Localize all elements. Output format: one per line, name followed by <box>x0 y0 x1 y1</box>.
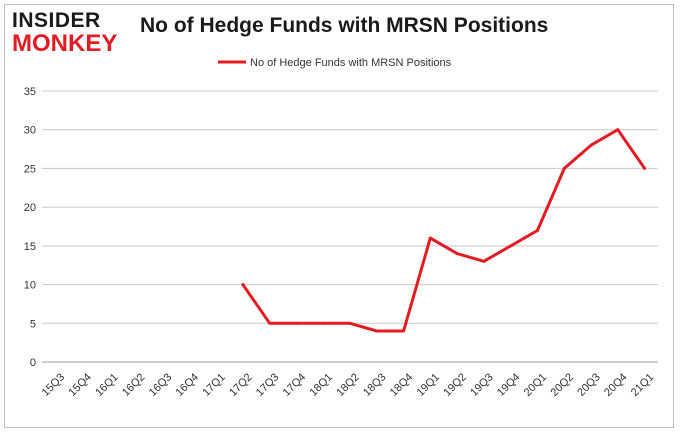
x-tick-label: 19Q2 <box>441 371 469 399</box>
data-point-20Q1 <box>535 228 539 232</box>
insider-monkey-logo: INSIDER MONKEY <box>12 10 132 58</box>
x-tick-label: 18Q4 <box>388 371 416 399</box>
data-point-19Q4 <box>509 244 513 248</box>
x-tick-label: 19Q3 <box>468 371 496 399</box>
x-tick-label: 17Q3 <box>254 371 282 399</box>
y-tick-label: 25 <box>24 163 36 175</box>
data-point-18Q4 <box>402 329 406 333</box>
logo-line-1: INSIDER <box>12 9 101 32</box>
data-point-17Q4 <box>294 321 298 325</box>
x-tick-label: 17Q4 <box>281 371 309 399</box>
series-layer <box>241 128 647 333</box>
data-point-17Q3 <box>268 321 272 325</box>
x-tick-label: 16Q4 <box>174 371 202 399</box>
legend: No of Hedge Funds with MRSN Positions <box>218 57 452 69</box>
chart-title: No of Hedge Funds with MRSN Positions <box>140 14 549 37</box>
x-tick-label: 19Q1 <box>415 371 443 399</box>
x-tick-label: 16Q3 <box>147 371 175 399</box>
x-tick-label: 15Q4 <box>66 371 94 399</box>
data-point-19Q3 <box>482 259 486 263</box>
logo-line-2: MONKEY <box>12 30 118 57</box>
x-tick-label: 16Q1 <box>93 371 121 399</box>
x-tick-label: 20Q3 <box>575 371 603 399</box>
y-tick-label: 35 <box>24 86 36 98</box>
x-tick-label: 20Q4 <box>602 371 630 399</box>
data-point-20Q4 <box>616 128 620 132</box>
x-tick-label: 15Q3 <box>40 371 68 399</box>
y-axis-ticks: 0 5 10 15 20 25 30 35 <box>24 86 36 369</box>
y-tick-label: 5 <box>30 318 36 330</box>
x-tick-label: 21Q1 <box>629 371 657 399</box>
y-tick-label: 0 <box>30 357 36 369</box>
data-point-18Q3 <box>375 329 379 333</box>
y-tick-label: 10 <box>24 280 36 292</box>
grid-lines <box>42 90 658 363</box>
x-tick-label: 17Q1 <box>200 371 228 399</box>
y-tick-label: 15 <box>24 241 36 253</box>
data-point-19Q1 <box>428 236 432 240</box>
x-tick-label: 17Q2 <box>227 371 255 399</box>
series-line-0 <box>241 128 647 333</box>
y-tick-label: 20 <box>24 202 36 214</box>
x-tick-label: 18Q1 <box>307 371 335 399</box>
data-point-18Q2 <box>348 321 352 325</box>
x-tick-label: 16Q2 <box>120 371 148 399</box>
data-point-19Q2 <box>455 252 459 256</box>
chart-frame <box>4 4 674 428</box>
x-tick-label: 18Q2 <box>334 371 362 399</box>
legend-label: No of Hedge Funds with MRSN Positions <box>250 57 452 69</box>
data-point-20Q3 <box>589 143 593 147</box>
x-tick-label: 19Q4 <box>495 371 523 399</box>
x-tick-label: 20Q1 <box>522 371 550 399</box>
data-point-20Q2 <box>562 166 566 170</box>
data-point-21Q1 <box>643 166 647 170</box>
y-tick-label: 30 <box>24 125 36 137</box>
x-axis-ticks: 15Q3 15Q4 16Q1 16Q2 16Q3 16Q4 17Q1 17Q2 17Q3 17Q4… <box>40 371 657 399</box>
data-point-17Q2 <box>241 283 245 287</box>
x-tick-label: 18Q3 <box>361 371 389 399</box>
x-tick-label: 20Q2 <box>549 371 577 399</box>
data-point-18Q1 <box>321 321 325 325</box>
